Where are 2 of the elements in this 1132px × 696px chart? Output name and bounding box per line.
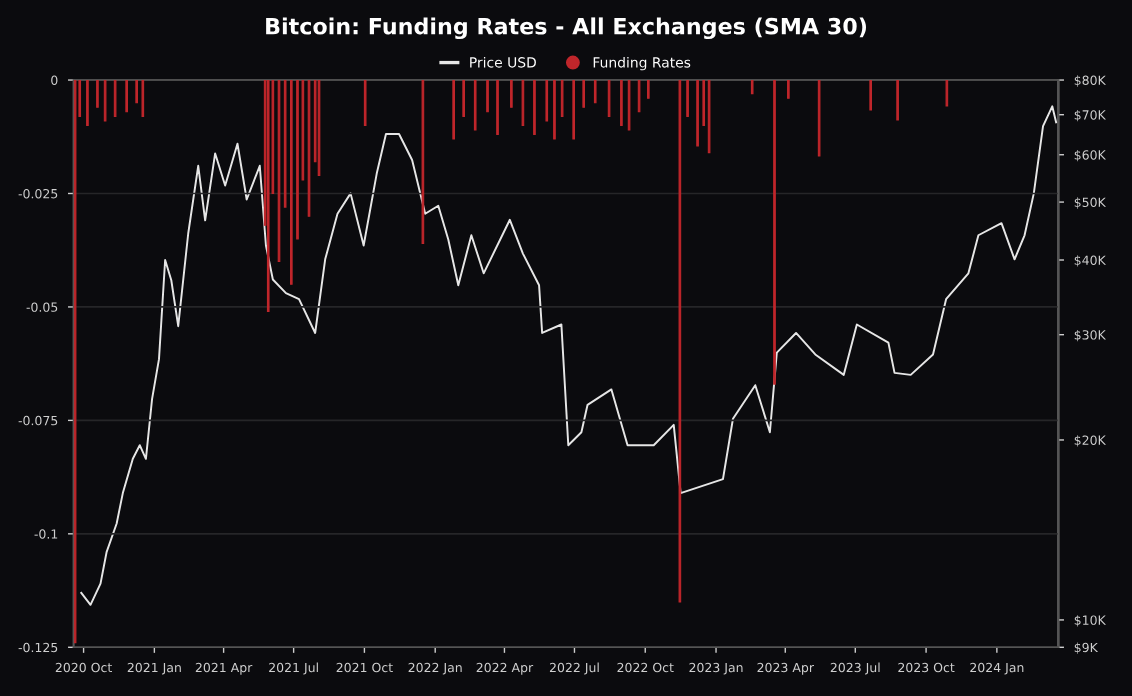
line-series [80, 105, 1058, 606]
chart-title: Bitcoin: Funding Rates - All Exchanges (SMA 30) [266, 17, 867, 40]
